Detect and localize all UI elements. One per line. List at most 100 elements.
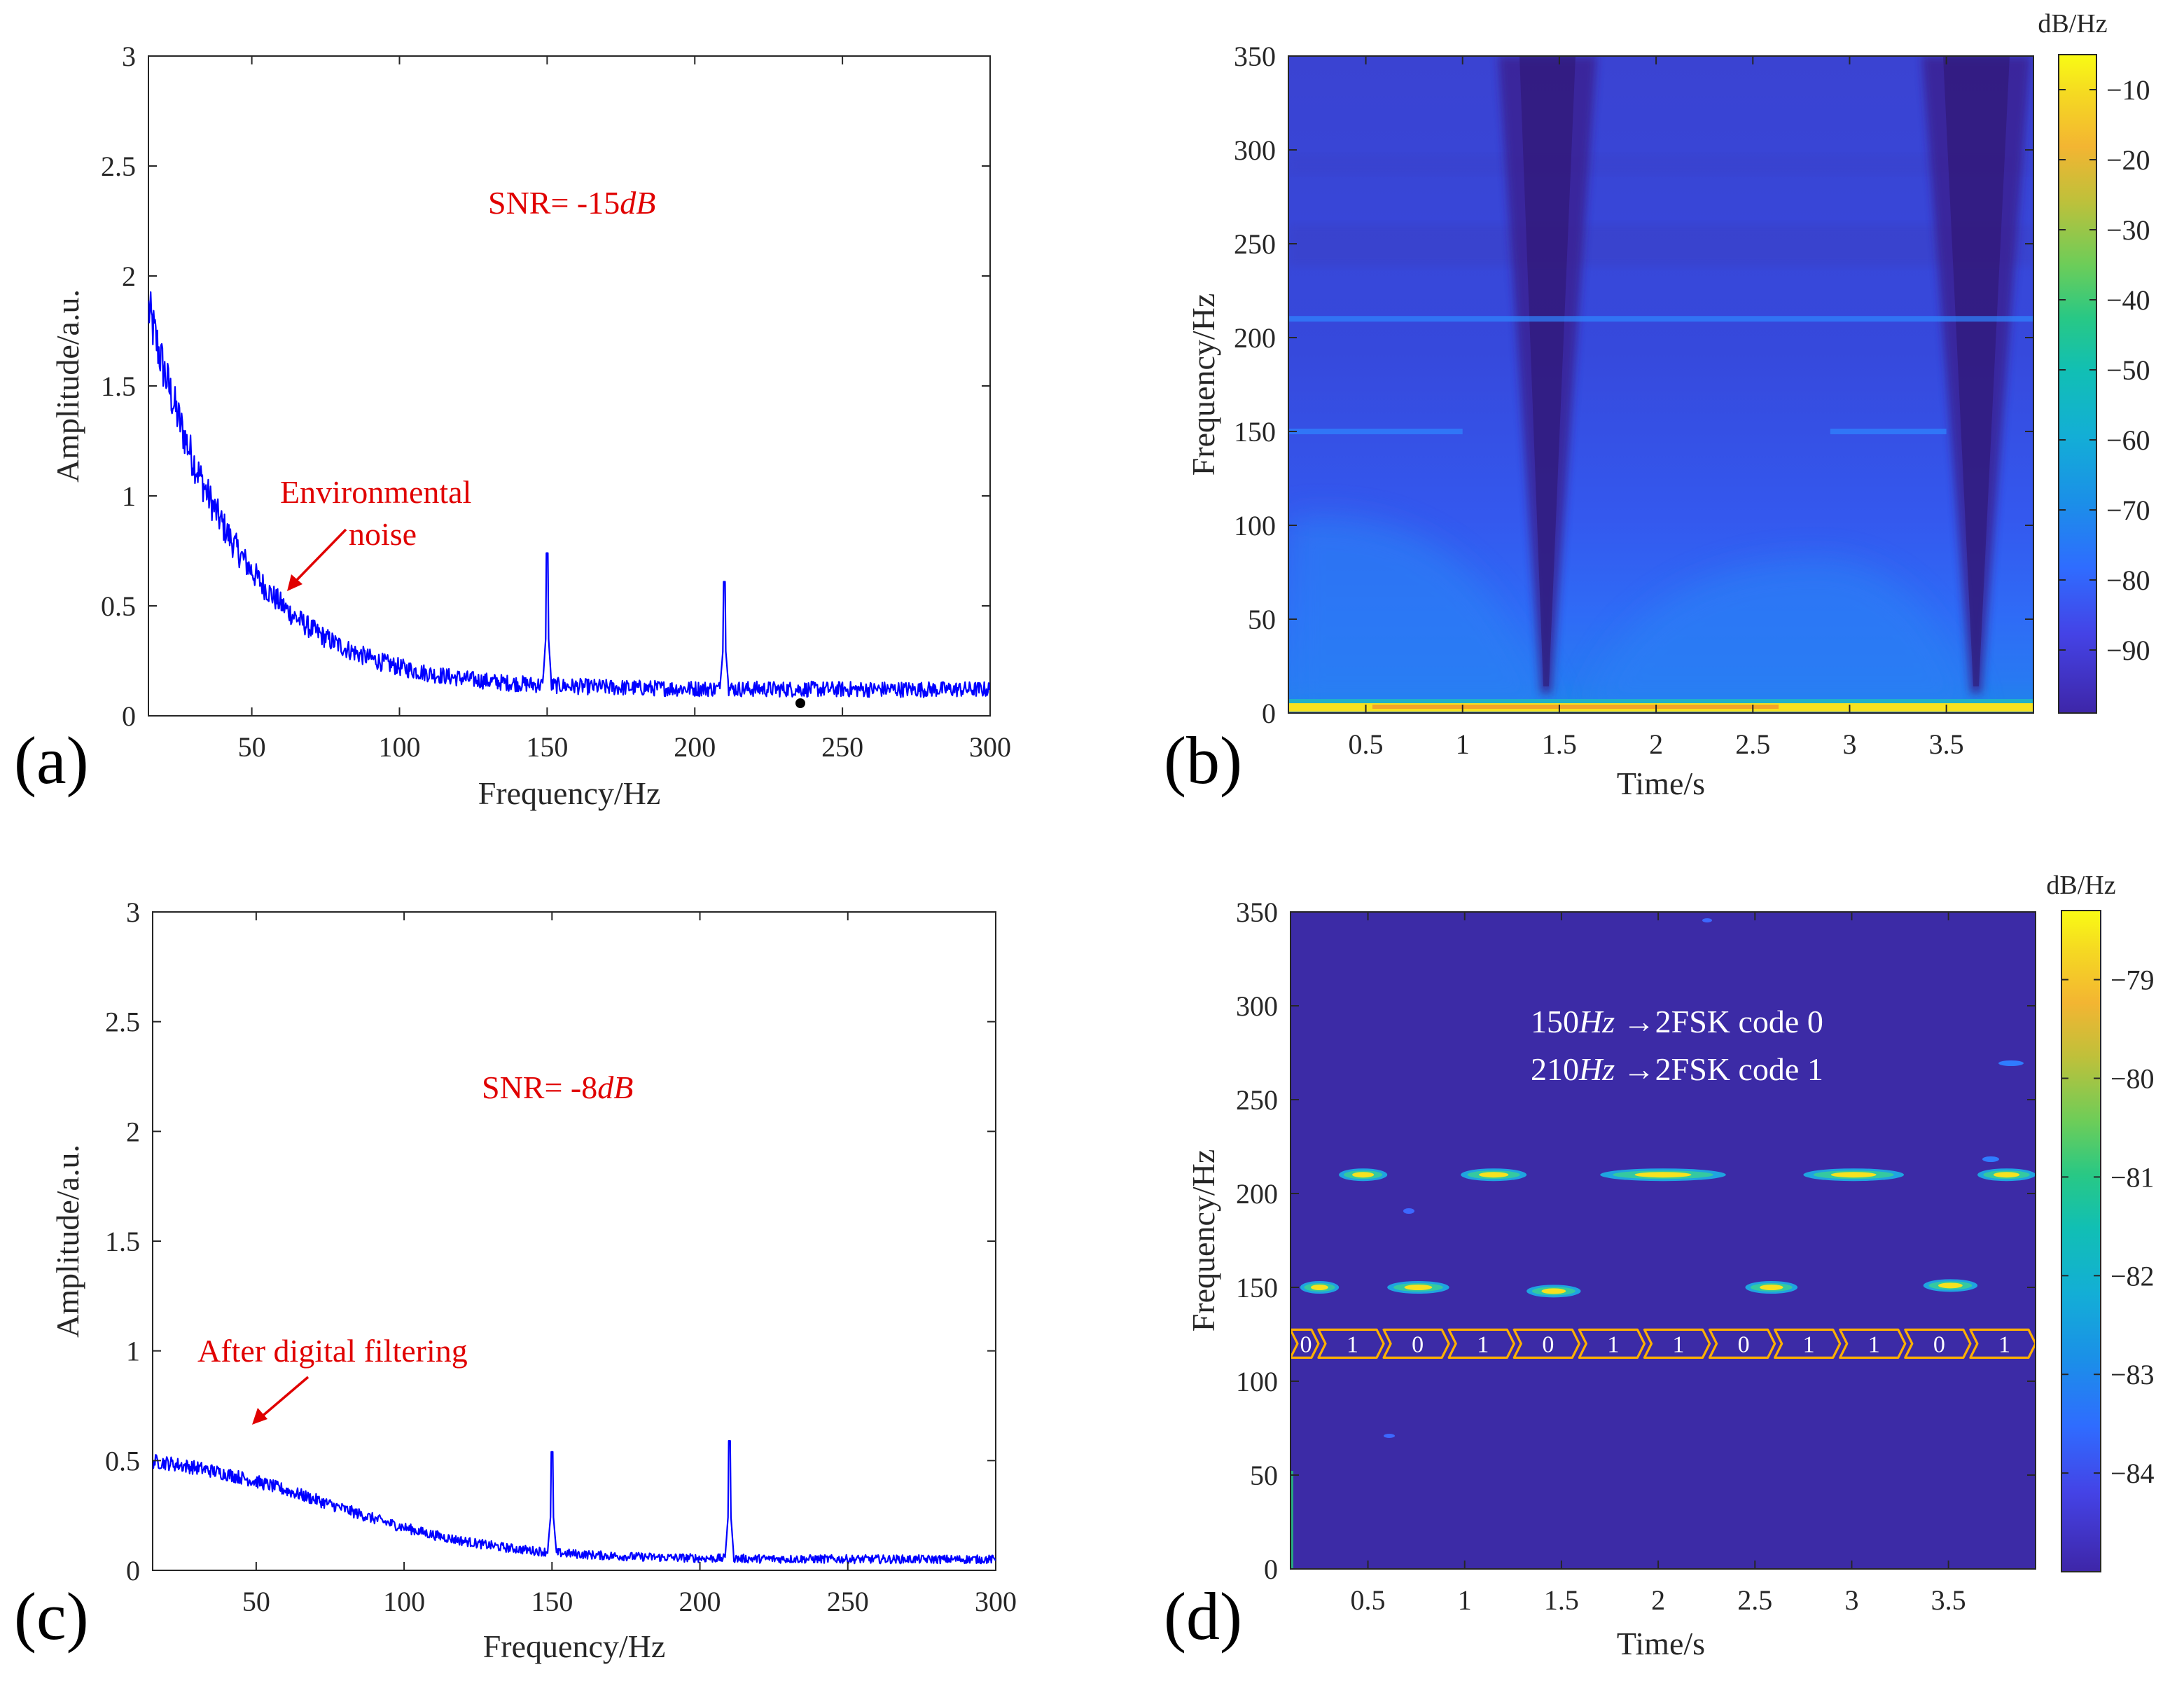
panel-c-ytick-label: 1.5: [105, 1226, 140, 1257]
panel-d-tone-segment-core: [1993, 1172, 2020, 1178]
panel-d-ytick-label: 50: [1250, 1460, 1278, 1491]
panel-d-code-value: 0: [1412, 1331, 1424, 1357]
panel-b-xtick-label: 0.5: [1349, 728, 1384, 760]
panel-d-code-box: [1317, 1328, 1385, 1359]
panel-b-ytick-label: 50: [1248, 604, 1276, 635]
panel-b-xtick-label: 2: [1649, 728, 1663, 760]
panel-c-ytick-label: 0.5: [105, 1445, 140, 1476]
panel-b-ytick-label: 0: [1262, 698, 1276, 729]
panel-d-xtick-label: 3.5: [1931, 1584, 1966, 1616]
panel-d-legend-line2-num: 210: [1531, 1051, 1579, 1087]
panel-a-ytick-label: 1: [122, 480, 136, 512]
panel-b-spectrogram: [1288, 56, 2033, 713]
panel-b: 0.5 1 1.5 2 2.5 3 3.5 0 50 100 150 200 250 300 350 Tim…: [1164, 9, 2150, 801]
panel-d-tone-segment-core: [1830, 1172, 1877, 1178]
panel-d-label: (d): [1164, 1579, 1242, 1654]
panel-d-ytick-label: 100: [1236, 1366, 1278, 1397]
panel-c-annotation: After digital filtering: [197, 1333, 468, 1369]
panel-d-code-value: 1: [1998, 1331, 2010, 1357]
panel-c: 50 100 150 200 250 300 0 0.5 1 1.5 2 2.5 3 Frequency…: [14, 897, 1017, 1664]
panel-a-ytick-label: 1.5: [101, 371, 136, 402]
panel-d-xtick-label: 1.5: [1544, 1584, 1579, 1616]
panel-d-tone-segment-core: [1634, 1172, 1692, 1178]
panel-b-colorbar-tick-label: −40: [2106, 284, 2150, 316]
panel-d-code-value: 1: [1607, 1331, 1619, 1357]
panel-b-tone-line: [1830, 429, 1947, 434]
panel-d-tone-segment-core: [1759, 1285, 1783, 1290]
panel-c-ytick-label: 1: [126, 1336, 140, 1367]
panel-b-colorbar-tick-label: −10: [2106, 74, 2150, 106]
panel-d-code-value: 0: [1738, 1331, 1750, 1357]
panel-b-colorbar-tick-label: −30: [2106, 214, 2150, 246]
panel-d-code-value: 0: [1542, 1331, 1554, 1357]
panel-c-xtick-label: 250: [827, 1586, 869, 1617]
panel-d-ytick-label: 150: [1236, 1272, 1278, 1303]
panel-a-xtick-label: 200: [674, 731, 716, 763]
panel-c-xtick-label: 100: [383, 1586, 425, 1617]
panel-a-xtick-label: 50: [238, 731, 266, 763]
panel-c-ytick-label: 2: [126, 1116, 140, 1147]
panel-d-legend-line1-hz: Hz: [1578, 1004, 1615, 1039]
panel-a-xtick-label: 100: [378, 731, 420, 763]
panel-d-tone-segment-core: [1311, 1285, 1328, 1290]
panel-b-label: (b): [1164, 723, 1242, 798]
panel-d-code-box: [1969, 1328, 2036, 1359]
panel-d-code-value: 1: [1803, 1331, 1815, 1357]
panel-d-ytick-label: 250: [1236, 1084, 1278, 1116]
panel-a-annotation-line2: noise: [349, 516, 417, 552]
panel-a-ytick-label: 0: [122, 700, 136, 732]
panel-c-snr-prefix: SNR= -8: [482, 1070, 597, 1105]
panel-a-ylabel: Amplitude/a.u.: [50, 289, 85, 483]
panel-b-colorbar-tick-label: −60: [2106, 424, 2150, 456]
panel-b-plot-frame: [1288, 55, 2034, 714]
panel-d-legend-arrow-2: →: [1615, 1051, 1655, 1087]
panel-d-code-box: [1382, 1328, 1450, 1359]
panel-a-ticks: 50 100 150 200 250 300 0 0.5 1 1.5 2 2.5 3: [101, 41, 1011, 763]
panel-b-colorbar: [2058, 54, 2097, 714]
panel-d-ytick-label: 200: [1236, 1178, 1278, 1210]
panel-d-legend-line1: 150Hz →2FSK code 0: [1531, 1004, 1823, 1039]
panel-a-ytick-label: 0.5: [101, 590, 136, 622]
panel-a-snr-unit: dB: [620, 185, 655, 221]
panel-c-ylabel: Amplitude/a.u.: [50, 1144, 85, 1338]
panel-b-ylabel: Frequency/Hz: [1185, 293, 1221, 476]
panel-d-legend-line2-hz: Hz: [1578, 1051, 1615, 1087]
panel-b-colorbar-unit: dB/Hz: [2038, 9, 2107, 39]
panel-b-ytick-label: 300: [1234, 134, 1276, 166]
panel-a-ytick-label: 2.5: [101, 151, 136, 182]
panel-b-xlabel: Time/s: [1617, 766, 1705, 801]
panel-b-ticks: 0.5 1 1.5 2 2.5 3 3.5 0 50 100 150 200 250 300 350: [1234, 41, 2033, 760]
panel-b-colorbar-tick-label: −90: [2106, 635, 2150, 666]
panel-d-code-box: [1578, 1328, 1646, 1359]
panel-d-code-box: [1512, 1328, 1580, 1359]
panel-a-snr-prefix: SNR= -15: [488, 185, 620, 221]
panel-c-xtick-label: 300: [975, 1586, 1017, 1617]
panel-d-legend-line1-num: 150: [1531, 1004, 1579, 1039]
panel-d-colorbar: [2061, 910, 2101, 1572]
panel-b-ytick-label: 100: [1234, 510, 1276, 541]
panel-d-xtick-label: 2: [1651, 1584, 1665, 1616]
panel-c-xtick-label: 200: [679, 1586, 721, 1617]
panel-d-code-boxes: 0 1 0 1 0 1 1 0 1 1 0 1: [1291, 1328, 2036, 1359]
panel-b-xtick-label: 2.5: [1735, 728, 1770, 760]
panel-a-xtick-label: 300: [969, 731, 1011, 763]
panel-d-colorbar-tick-label: −79: [2110, 964, 2155, 996]
panel-c-xlabel: Frequency/Hz: [483, 1628, 666, 1664]
panel-b-ytick-label: 200: [1234, 322, 1276, 354]
panel-c-snr-unit: dB: [597, 1070, 633, 1105]
panel-b-xtick-label: 3.5: [1929, 728, 1964, 760]
panel-d-ylabel: Frequency/Hz: [1185, 1149, 1221, 1332]
panel-d-xtick-label: 2.5: [1737, 1584, 1772, 1616]
panel-d-colorbar-tick-label: −81: [2110, 1161, 2155, 1193]
panel-d-code-box: [1708, 1328, 1776, 1359]
panel-d-colorbar-ticks: −79 −80 −81 −82 −83 −84: [2061, 964, 2155, 1489]
panel-d-code-value: 0: [1933, 1331, 1945, 1357]
panel-a-snr: SNR= -15dB: [488, 185, 655, 221]
panel-d-legend-arrow-1: →: [1615, 1004, 1655, 1039]
panel-d-code-value: 1: [1347, 1331, 1358, 1357]
panel-a-ytick-label: 2: [122, 261, 136, 292]
panel-a-xtick-label: 250: [821, 731, 863, 763]
panel-d-plot-frame: [1290, 911, 2036, 1570]
